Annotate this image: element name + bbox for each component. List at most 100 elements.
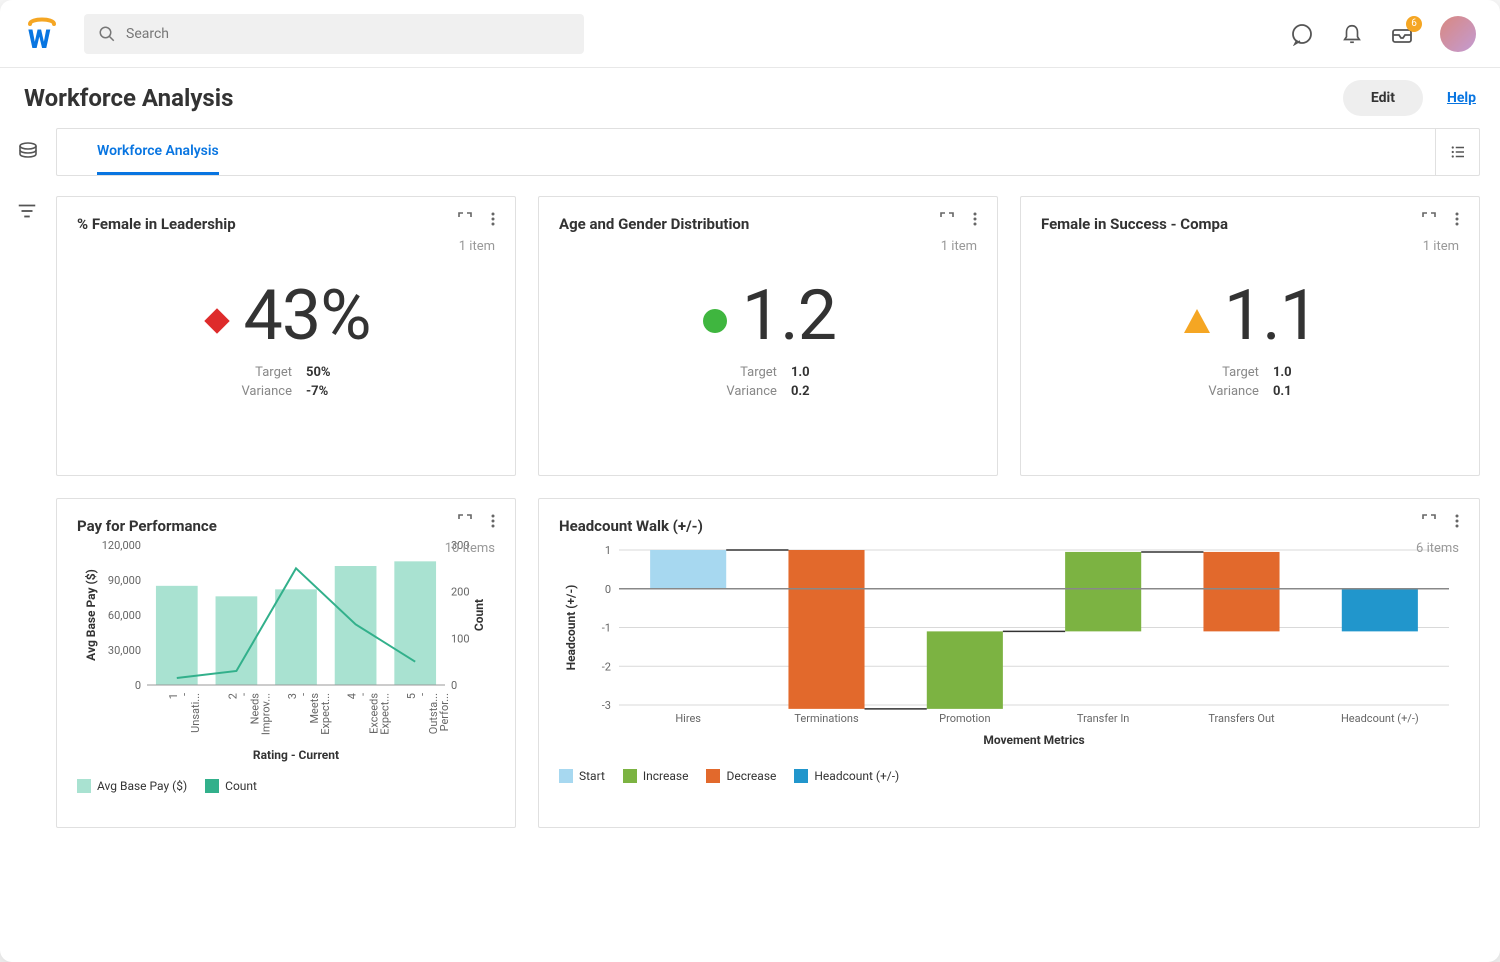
svg-text:Rating - Current: Rating - Current: [253, 748, 339, 762]
svg-text:Transfer In: Transfer In: [1077, 712, 1129, 725]
svg-text:Avg Base Pay ($): Avg Base Pay ($): [84, 569, 98, 661]
legend-item: Decrease: [706, 769, 776, 783]
card-title: Age and Gender Distribution: [559, 215, 977, 233]
items-count: 1 item: [941, 239, 977, 254]
list-view-button[interactable]: [1435, 129, 1479, 175]
more-icon[interactable]: [485, 513, 501, 529]
main: Workforce Analysis % Female in Leadershi…: [0, 128, 1500, 848]
svg-text:Headcount (+/-): Headcount (+/-): [564, 585, 578, 671]
topbar-right: 6: [1290, 16, 1476, 52]
variance-value: 0.1: [1273, 384, 1292, 399]
items-count: 10 items: [445, 541, 495, 556]
filter-icon[interactable]: [16, 200, 40, 224]
app-logo[interactable]: W: [24, 16, 60, 52]
variance-label: Variance: [241, 384, 292, 399]
svg-text:200: 200: [451, 586, 470, 599]
items-count: 1 item: [1423, 239, 1459, 254]
data-source-icon[interactable]: [16, 140, 40, 164]
help-link[interactable]: Help: [1447, 90, 1476, 106]
app-window: { "header": { "search_placeholder": "Sea…: [0, 0, 1500, 962]
svg-text:4-ExceedsExpect...: 4-ExceedsExpect...: [346, 693, 392, 735]
legend-item: Count: [205, 779, 257, 793]
svg-text:100: 100: [451, 632, 470, 645]
card-title: Pay for Performance: [77, 517, 495, 535]
legend-item: Avg Base Pay ($): [77, 779, 187, 793]
search-icon: [98, 25, 116, 43]
kpi-card-age-gender: Age and Gender Distribution 1 item 1.2 T…: [538, 196, 998, 476]
variance-value: 0.2: [791, 384, 810, 399]
chat-icon[interactable]: [1290, 22, 1314, 46]
svg-text:Transfers Out: Transfers Out: [1208, 712, 1275, 725]
dashboard-grid: % Female in Leadership 1 item 43% Target…: [56, 196, 1480, 828]
more-icon[interactable]: [1449, 513, 1465, 529]
variance-label: Variance: [726, 384, 777, 399]
expand-icon[interactable]: [939, 211, 955, 227]
svg-text:2-NeedsImprov...: 2-NeedsImprov...: [226, 693, 272, 735]
diamond-icon: [202, 306, 232, 336]
pay-performance-chart: 030,00060,00090,000120,00001002003001-Un…: [77, 535, 495, 765]
svg-text:Headcount (+/-): Headcount (+/-): [1341, 712, 1419, 725]
svg-text:30,000: 30,000: [108, 644, 141, 657]
tab-workforce-analysis[interactable]: Workforce Analysis: [97, 129, 219, 175]
search-input[interactable]: Search: [84, 14, 584, 54]
more-icon[interactable]: [485, 211, 501, 227]
avatar[interactable]: [1440, 16, 1476, 52]
notifications-icon[interactable]: [1340, 22, 1364, 46]
svg-text:5-Outsta...Perfor...: 5-Outsta...Perfor...: [405, 693, 451, 734]
card-title: % Female in Leadership: [77, 215, 495, 233]
kpi-value: 1.2: [742, 275, 836, 357]
target-label: Target: [1208, 365, 1259, 380]
left-rail: [0, 128, 56, 848]
expand-icon[interactable]: [1421, 211, 1437, 227]
svg-text:W: W: [28, 25, 51, 52]
svg-text:-3: -3: [602, 699, 611, 712]
items-count: 1 item: [459, 239, 495, 254]
svg-text:0: 0: [451, 679, 457, 692]
target-label: Target: [726, 365, 777, 380]
svg-text:Count: Count: [472, 599, 486, 631]
headcount-walk-card: Headcount Walk (+/-) 6 items -3 -2 -1 0 1 Hir…: [538, 498, 1480, 828]
svg-text:120,000: 120,000: [102, 539, 141, 552]
svg-text:1: 1: [605, 544, 611, 557]
target-value: 50%: [306, 365, 331, 380]
svg-text:-1: -1: [602, 622, 611, 635]
svg-text:0: 0: [605, 583, 611, 596]
variance-value: -7%: [306, 384, 331, 399]
expand-icon[interactable]: [1421, 513, 1437, 529]
edit-button[interactable]: Edit: [1343, 80, 1423, 116]
expand-icon[interactable]: [457, 211, 473, 227]
target-value: 1.0: [791, 365, 810, 380]
card-title: Headcount Walk (+/-): [559, 517, 1459, 535]
legend-item: Headcount (+/-): [794, 769, 899, 783]
triangle-icon: [1182, 306, 1212, 336]
circle-icon: [700, 306, 730, 336]
more-icon[interactable]: [967, 211, 983, 227]
target-value: 1.0: [1273, 365, 1292, 380]
svg-text:Promotion: Promotion: [939, 712, 990, 725]
svg-text:90,000: 90,000: [108, 574, 141, 587]
kpi-value: 1.1: [1224, 275, 1318, 357]
more-icon[interactable]: [1449, 211, 1465, 227]
variance-label: Variance: [1208, 384, 1259, 399]
kpi-card-female-leadership: % Female in Leadership 1 item 43% Target…: [56, 196, 516, 476]
topbar: W Search 6: [0, 0, 1500, 68]
inbox-icon[interactable]: 6: [1390, 22, 1414, 46]
svg-text:Terminations: Terminations: [794, 712, 859, 725]
svg-text:-2: -2: [602, 660, 611, 673]
headcount-walk-chart: -3 -2 -1 0 1 Hires Terminations Promotion Transf…: [559, 535, 1459, 755]
svg-text:60,000: 60,000: [108, 609, 141, 622]
pay-chart-legend: Avg Base Pay ($) Count: [77, 779, 495, 793]
tab-bar: Workforce Analysis: [56, 128, 1480, 176]
pay-performance-card: Pay for Performance 10 items 0 30,000 60,0…: [56, 498, 516, 828]
kpi-card-female-success: Female in Success - Compa 1 item 1.1 Tar…: [1020, 196, 1480, 476]
svg-text:Hires: Hires: [675, 712, 701, 725]
expand-icon[interactable]: [457, 513, 473, 529]
titlebar: Workforce Analysis Edit Help: [0, 68, 1500, 128]
svg-text:0: 0: [135, 679, 141, 692]
target-label: Target: [241, 365, 292, 380]
search-placeholder: Search: [126, 26, 169, 42]
page-title: Workforce Analysis: [24, 84, 233, 112]
items-count: 6 items: [1416, 541, 1459, 556]
svg-text:Movement Metrics: Movement Metrics: [983, 733, 1084, 747]
legend-item: Start: [559, 769, 605, 783]
